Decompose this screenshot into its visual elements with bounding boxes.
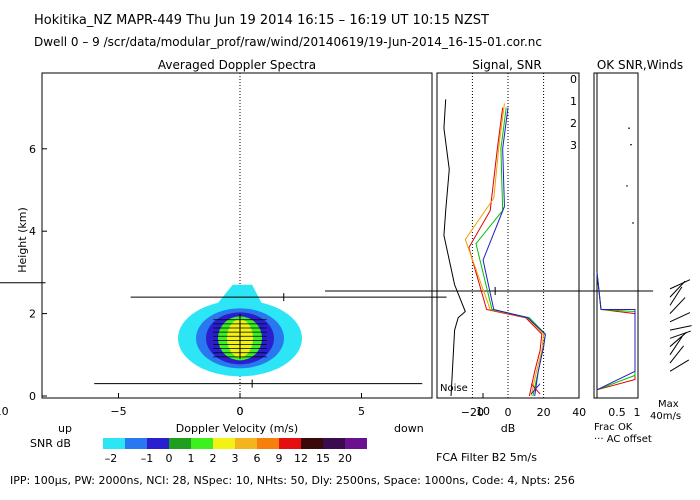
wind-arrow [669, 330, 691, 339]
filter-label: FCA Filter B2 5m/s [436, 451, 537, 464]
velocity-axis-label: Doppler Velocity (m/s) [176, 422, 298, 435]
snr-db-label: SNR dB [30, 437, 71, 450]
frac-ok-series [596, 272, 636, 391]
legend-entry: 1 [570, 95, 577, 108]
noise-mark [530, 383, 541, 395]
noise-label: Noise [440, 383, 468, 394]
colorbar-swatch [191, 438, 213, 449]
wind-arrow [669, 325, 692, 331]
up-label: up [58, 422, 72, 435]
colorbar-swatch [147, 438, 169, 449]
x-tick-label: −5 [110, 405, 126, 418]
spectra-title: Averaged Doppler Spectra [158, 58, 316, 72]
legend-entry: 0 [570, 73, 577, 86]
wind-arrow [669, 279, 691, 290]
snr-colorbar: –2 –1 0 1 2 3 6 9 12 15 20 [103, 438, 367, 465]
offset-dot [626, 185, 628, 187]
snr-series-0 [468, 107, 543, 397]
snr-tick-label: −20 [461, 406, 484, 419]
spectra-frame [41, 72, 433, 399]
offset-dot [628, 127, 630, 129]
frac-tick-label: 0.5 [608, 406, 626, 419]
winds-panel-title: OK SNR,Winds [597, 58, 683, 72]
winds-frame [593, 72, 639, 399]
y-tick-label: 4 [29, 225, 36, 238]
footer-params: IPP: 100μs, PW: 2000ns, NCI: 28, NSpec: … [10, 474, 575, 487]
wind-arrow [669, 359, 690, 372]
winds-plot-area: 0.5 1 [596, 73, 692, 419]
offset-dot [630, 143, 632, 146]
frac-tick-label: 1 [634, 406, 641, 419]
snr-series-3 [482, 107, 546, 397]
y-tick-label: 6 [29, 143, 36, 156]
down-label: down [394, 422, 424, 435]
frac-ok-series [596, 272, 636, 391]
header-line2: Dwell 0 – 9 /scr/data/modular_prof/raw/w… [34, 35, 542, 49]
colorbar-swatch [257, 438, 279, 449]
colorbar-swatch [279, 438, 301, 449]
colorbar-tick-label: 0 [166, 452, 173, 465]
x-tick-label: 0 [237, 405, 244, 418]
snr-tick-label: 0 [505, 406, 512, 419]
snr-tick-label: 40 [572, 406, 586, 419]
colorbar-swatch [345, 438, 367, 449]
wind-arrow [669, 286, 683, 306]
x-tick-label: 0 [237, 405, 244, 418]
signal-profile [443, 99, 466, 397]
wind-arrow [669, 297, 686, 314]
header-line1: Hokitika_NZ MAPR-449 Thu Jun 19 2014 16:… [34, 13, 489, 28]
colorbar-tick-label: 3 [232, 452, 239, 465]
legend-entry: 2 [570, 117, 577, 130]
colorbar-tick-label: 12 [294, 452, 308, 465]
colorbar-tick-label: 6 [254, 452, 261, 465]
colorbar-swatch [103, 438, 125, 449]
wind-arrow [669, 345, 685, 364]
colorbar-swatch [323, 438, 345, 449]
snr-xlabel: dB [501, 422, 516, 435]
colorbar-swatch [213, 438, 235, 449]
wind-arrow [669, 336, 683, 356]
y-tick-label: 0 [29, 390, 36, 403]
snr-plot-area: −20 0 20 40 0 1 2 3 [443, 73, 586, 419]
x-tick-label: 10 [476, 405, 490, 418]
colorbar-tick-label: 2 [210, 452, 217, 465]
colorbar-swatch [169, 438, 191, 449]
colorbar-tick-label: 20 [338, 452, 352, 465]
ac-offset-label: ··· AC offset [594, 434, 652, 445]
frac-ok-label: Frac OK [594, 422, 633, 433]
max-speed-label: 40m/s [650, 411, 681, 422]
colorbar-swatch [235, 438, 257, 449]
y-tick-label: 2 [29, 308, 36, 321]
colorbar-swatch [301, 438, 323, 449]
frac-ok-series [596, 272, 636, 391]
wind-arrow [669, 312, 691, 323]
height-axis-label: Height (km) [16, 207, 29, 273]
colorbar-tick-label: –2 [105, 452, 118, 465]
colorbar-tick-label: 9 [276, 452, 283, 465]
snr-tick-label: 20 [537, 406, 551, 419]
x-tick-label: 5 [358, 405, 365, 418]
offset-dot [632, 222, 634, 224]
max-label: Max [658, 399, 679, 410]
colorbar-tick-label: 15 [316, 452, 330, 465]
wind-arrow [669, 331, 687, 347]
legend-entry: 3 [570, 139, 577, 152]
wind-arrow [669, 280, 686, 298]
colorbar-swatch [125, 438, 147, 449]
snr-panel-title: Signal, SNR [472, 58, 541, 72]
colorbar-tick-label: 1 [188, 452, 195, 465]
x-tick-label: −10 [0, 405, 9, 418]
colorbar-tick-label: –1 [141, 452, 154, 465]
